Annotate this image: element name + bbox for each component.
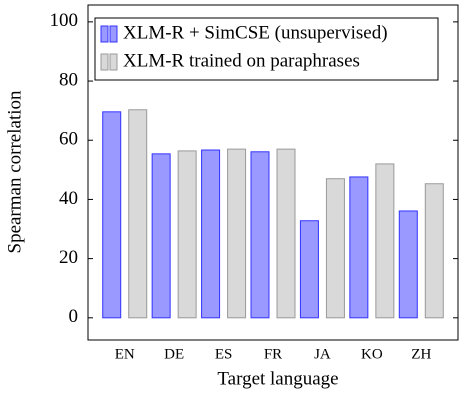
- legend-swatch: [109, 53, 118, 71]
- bar: [398, 210, 418, 319]
- plot-frame: [87, 4, 459, 341]
- bar: [151, 153, 171, 319]
- y-tick-label: 60: [59, 129, 78, 150]
- x-tick-label: KO: [361, 346, 383, 362]
- y-tick-label: 0: [69, 306, 79, 327]
- bar: [299, 220, 319, 319]
- legend-swatch: [100, 53, 109, 71]
- y-tick-label: 80: [59, 69, 78, 90]
- legend-label: XLM-R + SimCSE (unsupervised): [123, 22, 388, 43]
- bar: [325, 178, 345, 319]
- bar: [349, 176, 369, 319]
- bar: [375, 163, 395, 319]
- bar: [201, 149, 221, 319]
- x-tick-label: ES: [215, 346, 233, 362]
- legend-swatch: [100, 25, 109, 43]
- x-tick-label: JA: [314, 346, 331, 362]
- x-tick-label: EN: [115, 346, 135, 362]
- y-tick-label: 40: [59, 188, 78, 209]
- bar: [276, 148, 296, 319]
- y-tick-label: 20: [59, 247, 78, 268]
- x-tick-label: FR: [264, 346, 282, 362]
- x-axis-label: Target language: [217, 368, 338, 389]
- x-tick-label: DE: [164, 346, 184, 362]
- bar: [128, 109, 148, 319]
- y-tick-label: 100: [50, 10, 79, 31]
- x-tick-label: ZH: [411, 346, 431, 362]
- bar: [102, 111, 122, 319]
- bar: [250, 151, 270, 319]
- legend-swatch: [109, 25, 118, 43]
- y-axis-label: Spearman correlation: [4, 90, 25, 254]
- bar: [227, 148, 247, 319]
- legend-label: XLM-R trained on paraphrases: [123, 50, 360, 71]
- bar: [177, 150, 197, 319]
- legend-box: [94, 17, 439, 81]
- bar: [424, 183, 444, 319]
